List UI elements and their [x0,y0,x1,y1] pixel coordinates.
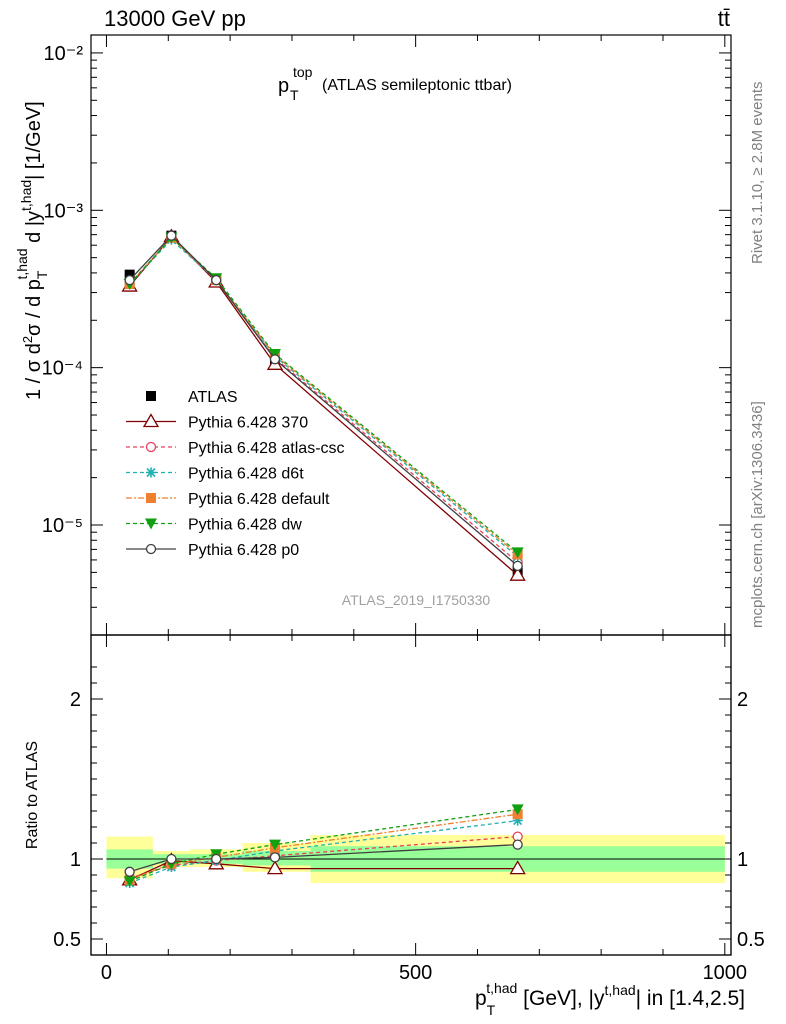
mcplots-label: mcplots.cern.ch [arXiv:1306.3436] [749,401,766,628]
ratio-point [124,866,135,877]
legend-marker [145,518,157,530]
series-pythia-6-428-370 [121,228,526,581]
main-ylabel-text: 1 / σ d2σ / d pTt,had d |yt,had| [1/GeV] [14,101,50,400]
legend-label: Pythia 6.428 dw [188,517,302,534]
ratio-point [269,852,281,863]
ratio-point [512,815,523,826]
main-y-tick-label: 10⁻⁴ [42,358,83,380]
ratio-series-layer [121,804,526,888]
legend-label: ATLAS [188,389,238,406]
main-y-tick-label: 10⁻⁵ [42,515,83,537]
legend-marker [146,391,156,401]
analysis-watermark: ATLAS_2019_I1750330 [342,592,491,608]
legend-marker [142,413,160,428]
series-pythia-6-428-dw [123,232,524,559]
data-point [509,566,526,581]
data-point [124,274,135,286]
data-point [512,560,523,572]
ratio-point [268,839,281,851]
ratio-line [129,819,518,884]
series-atlas [124,230,523,577]
legend-marker [145,543,157,555]
x-tick-label: 500 [399,962,432,984]
ratio-point [509,860,526,875]
x-tick-label: 0 [101,962,112,984]
legend-item-pythia-6-428-dw: Pythia 6.428 dw [126,517,302,534]
legend-item-pythia-6-428-d6t: Pythia 6.428 d6t [126,466,304,483]
data-point [269,354,281,365]
main-y-tick-label: 10⁻² [44,43,84,65]
data-point [511,547,524,559]
rivet-label: Rivet 3.1.10, ≥ 2.8M events [749,82,766,265]
ratio-ylabel: Ratio to ATLAS [24,741,41,849]
legend-item-pythia-6-428-atlas-csc: Pythia 6.428 atlas-csc [126,440,345,457]
legend-label: Pythia 6.428 370 [188,415,308,432]
series-pythia-6-428-d6t [124,234,523,562]
ratio-point [211,853,222,865]
legend-label: Pythia 6.428 atlas-csc [188,440,345,457]
legend-marker [146,467,156,478]
ratio-point [512,839,523,850]
legend-item-atlas: ATLAS [146,389,238,406]
data-point [124,269,135,280]
ratio-y-tick-label: 2 [70,689,81,711]
x-tick-label: 1000 [703,962,748,984]
legend-label: Pythia 6.428 p0 [188,542,299,559]
ratio-point [123,876,136,888]
legend-item-pythia-6-428-p0: Pythia 6.428 p0 [126,542,299,559]
plot-title-rest: (ATLAS semileptonic ttbar) [322,77,512,94]
ratio-y-tick-label: 1 [70,849,81,871]
data-point [166,230,177,241]
data-point [211,274,222,286]
ratio-point [166,853,177,865]
legend-item-pythia-6-428-default: Pythia 6.428 default [126,491,330,508]
ratio-panel: 0.5 0.5 1 1 2 2 0 500 1000 Ratio to ATLAS pTt,ha… [24,634,765,1018]
main-series-layer [121,228,526,581]
ratio-y-tick-label-right: 0.5 [737,929,765,951]
legend-label: Pythia 6.428 d6t [188,466,304,483]
main-panel: 10⁻² 10⁻³ 10⁻⁴ 10⁻⁵ p top T (ATLAS semilept… [14,34,732,636]
ratio-point [266,860,284,875]
ratio-axis-ticks: 0.5 0.5 1 1 2 2 0 500 1000 [53,635,765,984]
series-pythia-6-428-p0 [124,230,523,572]
plot-title-sup: top [293,64,313,80]
legend-marker [145,441,157,453]
x-axis-label: pTt,had [GeV], |yt,had| in [1.4,2.5] [475,980,745,1018]
energy-label: 13000 GeV pp [104,6,246,31]
ratio-y-tick-label: 0.5 [53,929,81,951]
ratio-y-tick-label-right: 2 [737,689,748,711]
ratio-series-pythia-6-428-p0 [124,839,523,877]
ratio-frame [90,634,732,956]
plot-title-main: p [278,75,289,97]
main-axis-ticks: 10⁻² 10⁻³ 10⁻⁴ 10⁻⁵ [42,35,731,636]
process-label: tt̄ [718,6,730,31]
plot-title-sub: T [290,87,299,103]
main-ylabel: 1 / σ d2σ / d pTt,had d |yt,had| [1/GeV] [14,101,50,400]
legend: ATLAS Pythia 6.428 370 Pythia 6.428 atlas-… [126,389,345,559]
ratio-point [511,804,524,816]
ratio-y-tick-label-right: 1 [737,849,748,871]
legend-label: Pythia 6.428 default [188,491,330,508]
legend-marker [146,493,156,503]
legend-item-pythia-6-428-370: Pythia 6.428 370 [126,413,308,432]
main-y-tick-label: 10⁻³ [44,200,84,222]
ratio-frame-overlay [90,634,732,956]
main-frame [90,34,732,636]
